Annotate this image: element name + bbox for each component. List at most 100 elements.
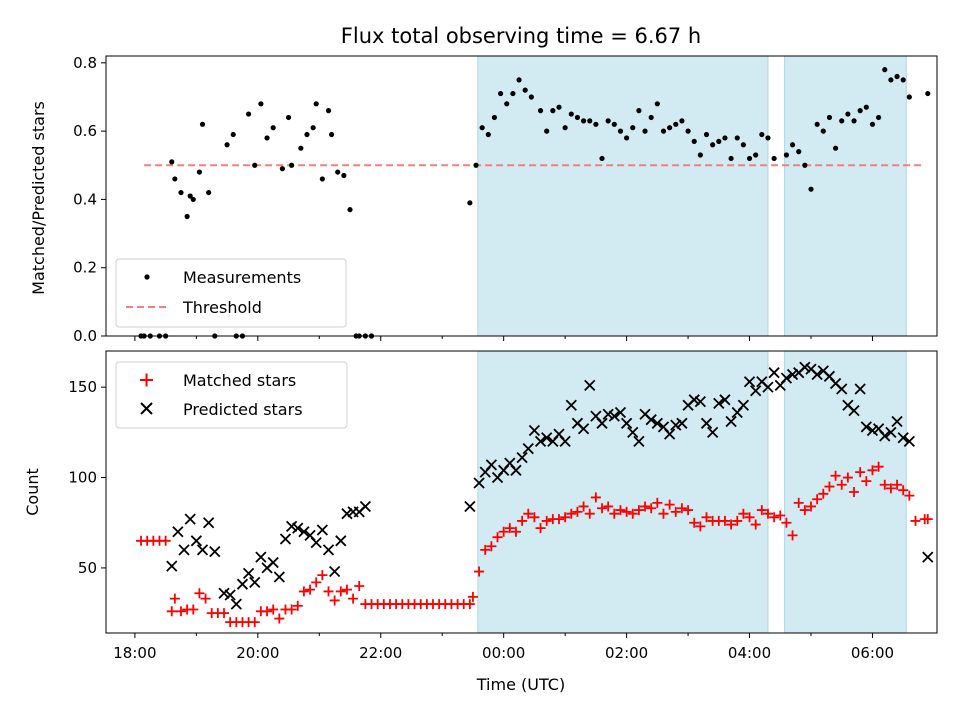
- predicted-star-point: [178, 544, 190, 556]
- top-ytick-label: 0.6: [73, 122, 97, 140]
- measurement-point: [335, 169, 341, 175]
- measurement-point: [925, 90, 931, 97]
- matched-star-point: [323, 586, 334, 597]
- predicted-star-point: [676, 417, 688, 429]
- matched-star-point: [510, 526, 521, 537]
- matched-star-point: [584, 508, 595, 519]
- matched-star-point: [541, 515, 552, 526]
- measurement-point: [832, 145, 839, 151]
- matched-star-point: [769, 512, 780, 523]
- xtick-label: 18:00: [113, 644, 156, 662]
- measurement-point: [716, 138, 722, 144]
- predicted-star-point: [627, 426, 639, 438]
- predicted-star-point: [836, 383, 848, 395]
- predicted-star-point: [891, 415, 903, 428]
- predicted-star-point: [255, 551, 267, 563]
- predicted-star-point: [713, 397, 725, 410]
- matched-star-point: [535, 523, 546, 534]
- measurement-point: [857, 108, 863, 114]
- matched-star-point: [486, 541, 497, 552]
- measurement-point: [328, 131, 335, 138]
- measurement-point: [765, 135, 771, 141]
- predicted-star-point: [329, 565, 341, 578]
- predicted-star-point: [298, 526, 310, 538]
- measurement-point: [691, 138, 697, 144]
- measurement-point: [783, 152, 790, 158]
- measurement-point: [667, 125, 673, 131]
- matched-star-point: [879, 479, 890, 490]
- top-series-0: [138, 67, 931, 339]
- top-ytick-label: 0.2: [73, 259, 97, 277]
- xtick-label: 06:00: [851, 644, 894, 662]
- predicted-star-point: [799, 361, 811, 373]
- top-ytick-label: 0.0: [73, 327, 97, 345]
- predicted-star-point: [236, 578, 249, 590]
- matched-star-point: [849, 487, 860, 497]
- predicted-star-point: [522, 442, 534, 455]
- matched-star-point: [842, 472, 853, 483]
- xtick-label: 00:00: [482, 644, 525, 662]
- matched-star-point: [689, 517, 700, 528]
- measurement-point: [894, 73, 900, 80]
- matched-star-point: [609, 508, 620, 519]
- predicted-star-point: [190, 535, 202, 547]
- bottom-observing-window: [477, 350, 769, 634]
- measurement-point: [562, 125, 568, 131]
- measurement-point: [710, 142, 716, 148]
- predicted-star-point: [743, 376, 756, 388]
- measurement-point: [599, 155, 605, 162]
- measurement-point: [906, 94, 912, 100]
- matched-star-point: [824, 481, 835, 492]
- predicted-star-point: [359, 500, 372, 513]
- measurement-point: [826, 114, 833, 121]
- legend-measurements-label: Measurements: [183, 268, 301, 287]
- matched-star-point: [474, 566, 485, 577]
- predicted-star-point: [897, 432, 909, 444]
- measurement-point: [642, 128, 648, 134]
- predicted-star-point: [322, 544, 335, 556]
- measurement-point: [697, 152, 703, 158]
- measurement-point: [771, 155, 777, 162]
- matched-star-point: [922, 514, 933, 525]
- predicted-star-point: [768, 367, 780, 379]
- legend-threshold-label: Threshold: [182, 298, 262, 317]
- measurement-point: [187, 193, 193, 199]
- predicted-star-point: [516, 452, 528, 464]
- matched-star-point: [348, 593, 359, 604]
- top-legend: Measurements Threshold: [115, 258, 347, 328]
- matched-star-point: [855, 467, 866, 478]
- predicted-star-point: [645, 414, 657, 426]
- measurement-point: [319, 176, 325, 182]
- matched-star-point: [775, 510, 786, 521]
- measurement-point: [199, 121, 206, 127]
- matched-star-point: [590, 492, 601, 503]
- matched-star-point: [726, 519, 737, 530]
- matched-star-point: [305, 584, 316, 595]
- matched-star-point: [762, 508, 773, 519]
- bottom-ytick-label: 100: [68, 469, 97, 487]
- predicted-star-point: [614, 406, 627, 419]
- matched-star-point: [553, 514, 564, 525]
- bottom-observing-window: [784, 350, 907, 634]
- measurement-point: [869, 121, 876, 127]
- measurement-point: [580, 118, 587, 124]
- predicted-star-point: [528, 424, 541, 437]
- measurement-point: [178, 189, 184, 196]
- measurement-point: [298, 145, 304, 151]
- measurement-point: [796, 149, 802, 155]
- measurement-point: [636, 108, 642, 114]
- predicted-star-point: [335, 535, 347, 547]
- matched-star-point: [695, 521, 706, 532]
- predicted-star-point: [725, 415, 737, 428]
- predicted-star-point: [230, 598, 242, 610]
- legend-measurements-marker: [144, 274, 150, 280]
- matched-star-point: [268, 604, 279, 615]
- matched-star-point: [904, 490, 915, 501]
- predicted-star-point: [541, 432, 553, 444]
- matched-star-point: [329, 595, 340, 606]
- matched-star-point: [286, 604, 297, 615]
- matched-star-point: [529, 512, 540, 523]
- predicted-star-point: [633, 435, 645, 448]
- matched-star-point: [701, 512, 712, 523]
- predicted-star-point: [694, 395, 706, 408]
